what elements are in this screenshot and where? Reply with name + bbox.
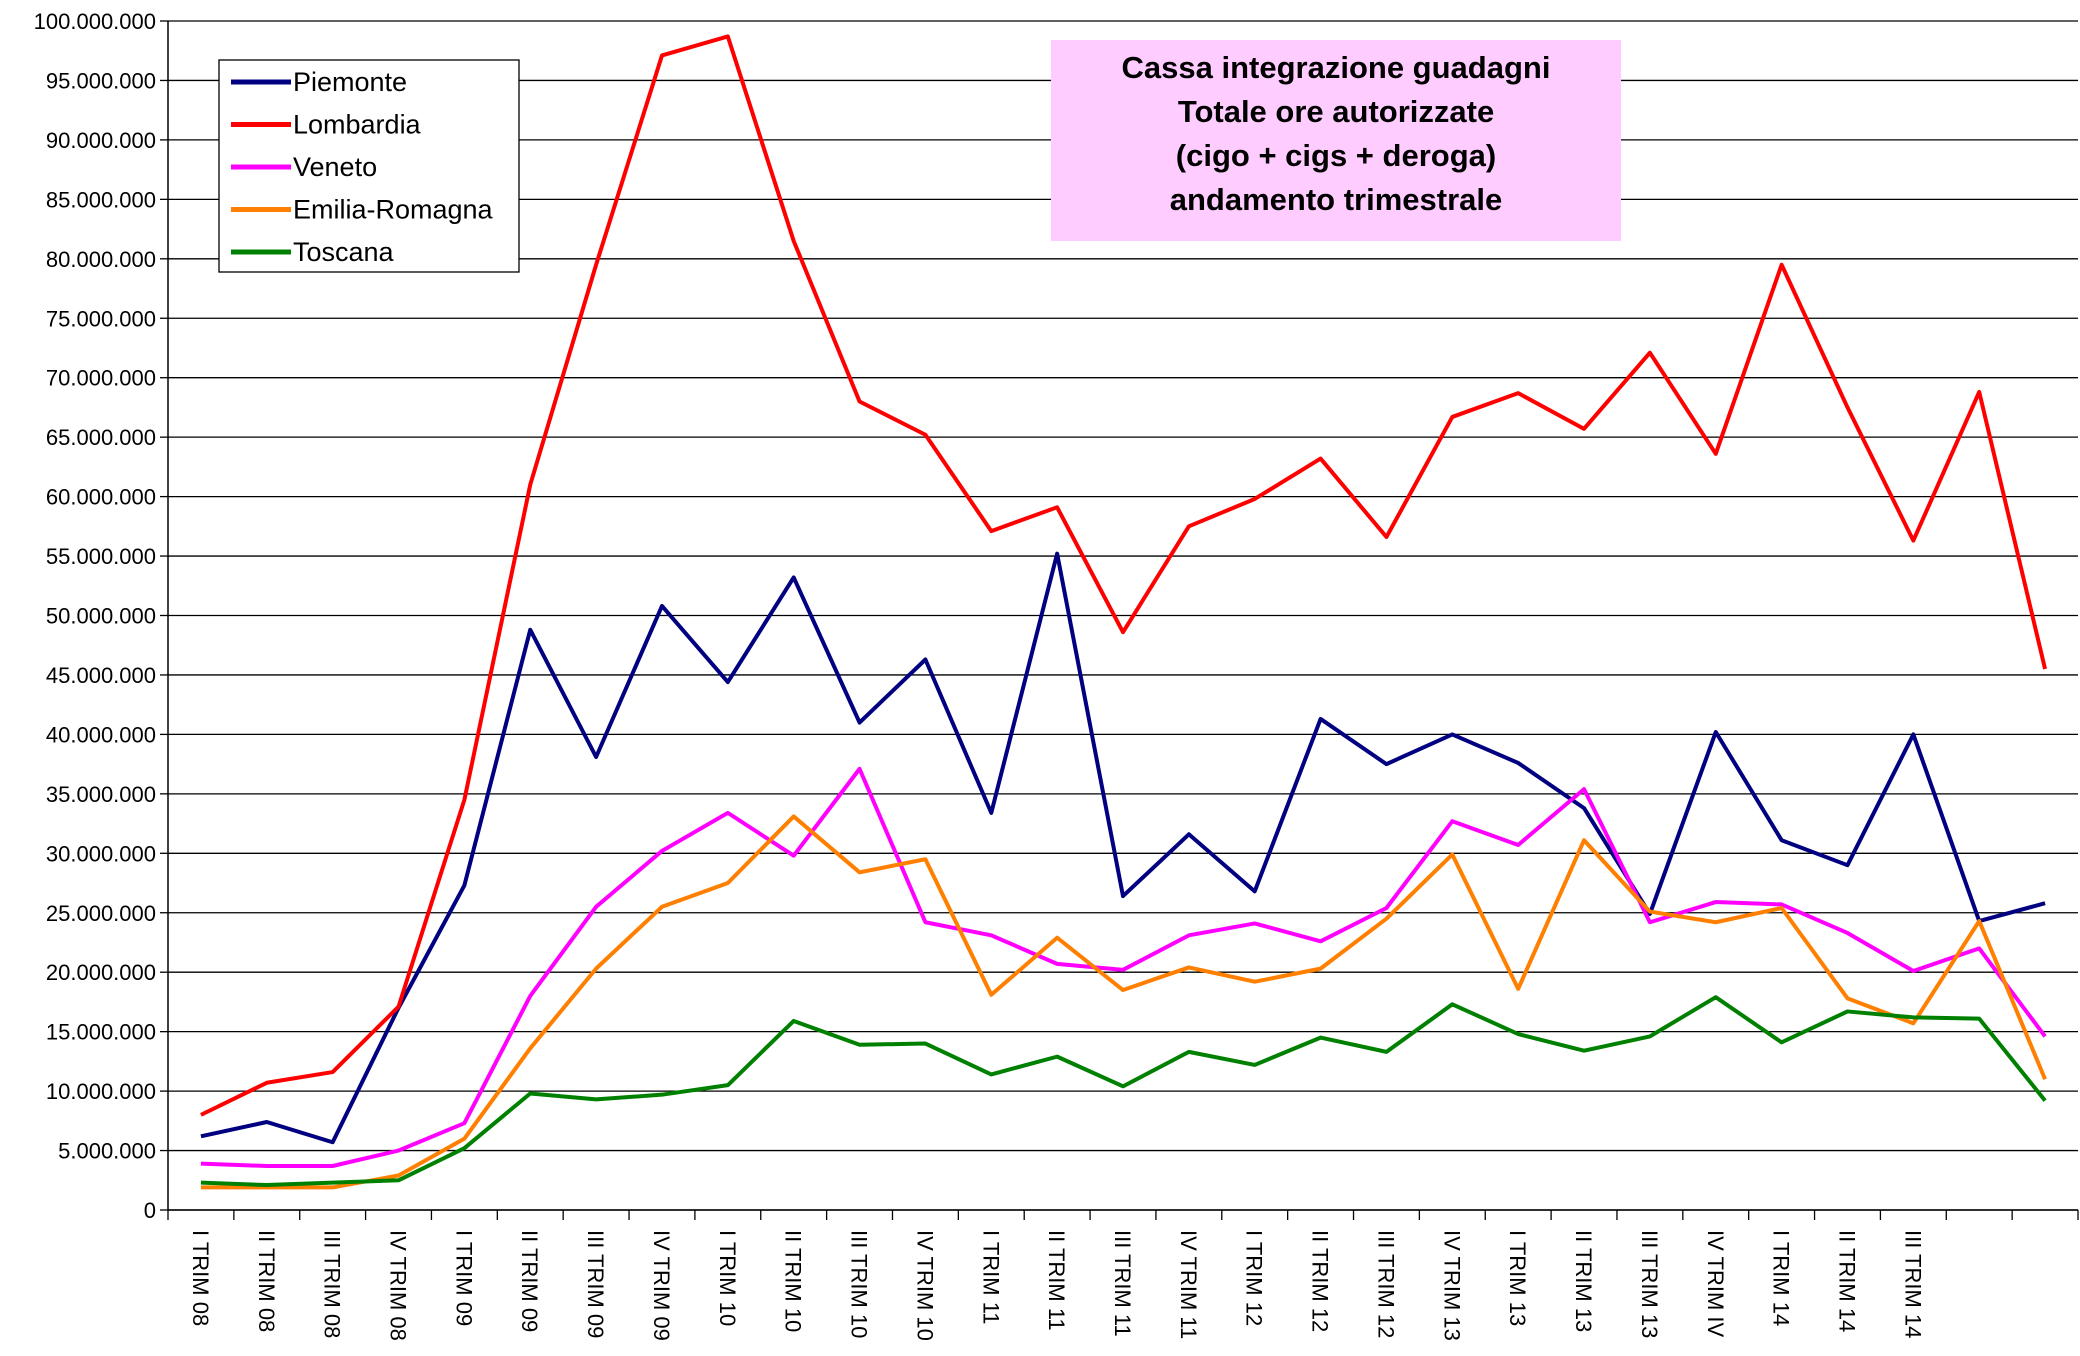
title-box bbox=[1051, 40, 1621, 241]
x-tick-label: I TRIM 10 bbox=[715, 1230, 740, 1326]
y-tick-label: 55.000.000 bbox=[46, 544, 156, 569]
series-line bbox=[200, 995, 2047, 1188]
x-tick-label: IV TRIM IV bbox=[1703, 1230, 1728, 1337]
x-tick-label: II TRIM 08 bbox=[254, 1230, 279, 1332]
legend-label: Emilia-Romagna bbox=[293, 195, 494, 225]
legend-label: Lombardia bbox=[293, 110, 422, 140]
legend-label: Toscana bbox=[293, 237, 395, 267]
series-line bbox=[200, 34, 2048, 1117]
y-tick-label: 75.000.000 bbox=[46, 306, 156, 331]
x-tick-label: IV TRIM 11 bbox=[1176, 1230, 1201, 1339]
y-tick-label: 60.000.000 bbox=[46, 485, 156, 510]
x-tick-label: IV TRIM 10 bbox=[912, 1230, 937, 1341]
x-tick-label: II TRIM 13 bbox=[1571, 1230, 1596, 1332]
x-tick-label: I TRIM 11 bbox=[978, 1230, 1003, 1325]
y-tick-label: 5.000.000 bbox=[58, 1139, 156, 1164]
legend-label: Veneto bbox=[293, 152, 377, 182]
x-tick-label: IV TRIM 13 bbox=[1439, 1230, 1464, 1341]
y-tick-label: 10.000.000 bbox=[46, 1079, 156, 1104]
x-tick-label: III TRIM 10 bbox=[847, 1230, 872, 1338]
y-tick-label: 40.000.000 bbox=[46, 722, 156, 747]
x-tick-label: I TRIM 13 bbox=[1505, 1230, 1530, 1326]
series-line bbox=[200, 814, 2047, 1190]
y-tick-label: 95.000.000 bbox=[46, 68, 156, 93]
x-tick-label: I TRIM 14 bbox=[1769, 1230, 1794, 1326]
x-tick-label: II TRIM 11 bbox=[1044, 1230, 1069, 1331]
x-tick-label: IV TRIM 08 bbox=[386, 1230, 411, 1341]
x-tick-label: II TRIM 09 bbox=[517, 1230, 542, 1332]
y-tick-label: 100.000.000 bbox=[34, 9, 156, 34]
series-line bbox=[200, 766, 2047, 1169]
chart-title: Cassa integrazione guadagni bbox=[1122, 50, 1551, 85]
y-tick-label: 25.000.000 bbox=[46, 901, 156, 926]
x-tick-label: II TRIM 14 bbox=[1834, 1230, 1859, 1332]
y-tick-label: 80.000.000 bbox=[46, 247, 156, 272]
y-tick-label: 0 bbox=[144, 1198, 156, 1223]
y-tick-label: 90.000.000 bbox=[46, 128, 156, 153]
y-tick-label: 45.000.000 bbox=[46, 663, 156, 688]
x-tick-label: I TRIM 12 bbox=[1242, 1230, 1267, 1326]
x-tick-label: III TRIM 08 bbox=[320, 1230, 345, 1338]
y-tick-label: 35.000.000 bbox=[46, 782, 156, 807]
x-tick-label: II TRIM 10 bbox=[781, 1230, 806, 1332]
x-tick-label: II TRIM 12 bbox=[1308, 1230, 1333, 1332]
x-tick-label: III TRIM 09 bbox=[583, 1230, 608, 1338]
y-tick-label: 30.000.000 bbox=[46, 841, 156, 866]
y-tick-label: 20.000.000 bbox=[46, 960, 156, 985]
legend-label: Piemonte bbox=[293, 67, 407, 97]
x-tick-label: I TRIM 09 bbox=[451, 1230, 476, 1326]
series-line bbox=[200, 551, 2046, 1145]
x-tick-label: III TRIM 13 bbox=[1637, 1230, 1662, 1338]
y-tick-label: 85.000.000 bbox=[46, 187, 156, 212]
x-tick-label: III TRIM 12 bbox=[1373, 1230, 1398, 1338]
y-tick-label: 50.000.000 bbox=[46, 604, 156, 629]
chart-title: (cigo + cigs + deroga) bbox=[1176, 138, 1496, 173]
x-tick-label: III TRIM 11 bbox=[1110, 1230, 1135, 1337]
y-tick-label: 65.000.000 bbox=[46, 425, 156, 450]
chart-title: Totale ore autorizzate bbox=[1178, 94, 1494, 129]
y-tick-label: 70.000.000 bbox=[46, 366, 156, 391]
chart-title: andamento trimestrale bbox=[1170, 182, 1503, 217]
x-tick-label: I TRIM 08 bbox=[188, 1230, 213, 1326]
x-tick-label: IV TRIM 09 bbox=[649, 1230, 674, 1341]
x-tick-label: III TRIM 14 bbox=[1900, 1230, 1925, 1338]
y-tick-label: 15.000.000 bbox=[46, 1020, 156, 1045]
